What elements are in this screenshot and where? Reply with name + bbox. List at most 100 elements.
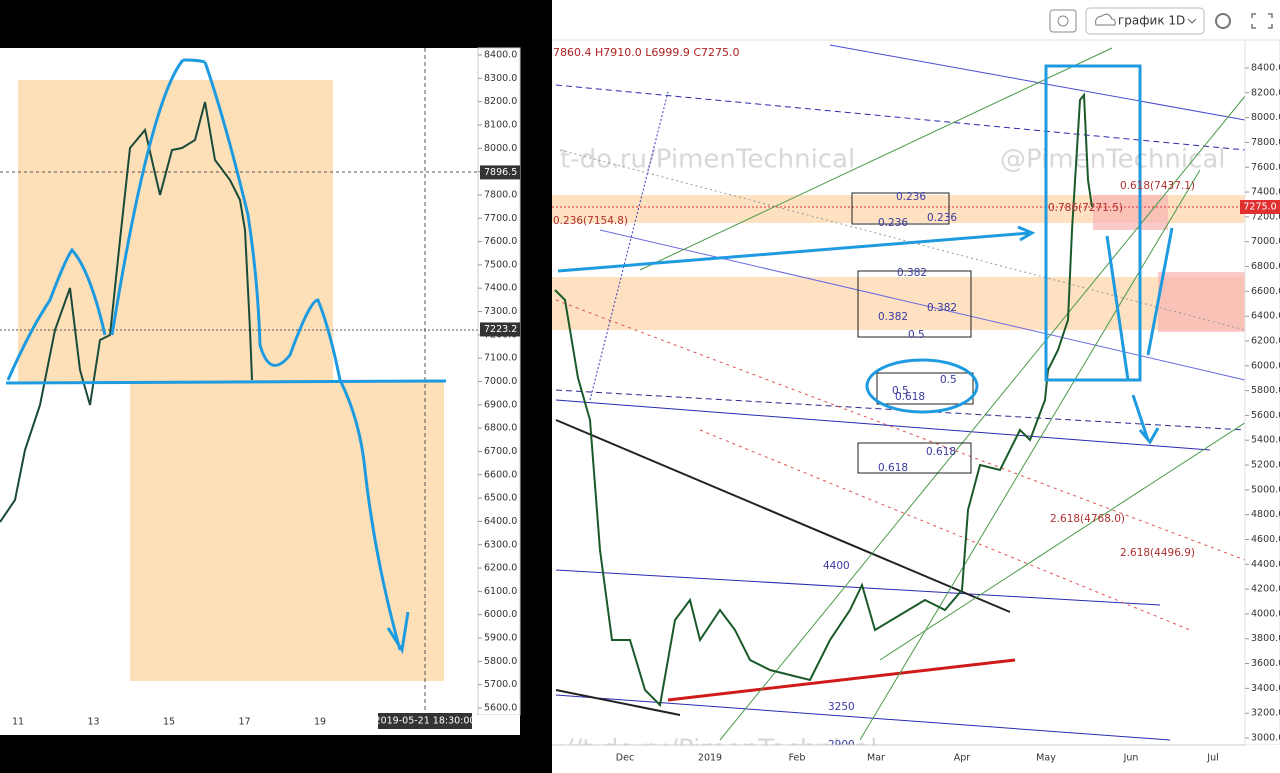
level-label: 4400: [823, 560, 850, 572]
price-label: 7200.0: [1251, 211, 1280, 222]
snapshot-button[interactable]: [1049, 9, 1077, 33]
fib-label: 0.382: [897, 267, 927, 279]
price-label: 7000.0: [484, 376, 517, 387]
level-label: 3250: [828, 701, 855, 713]
watermark: t-do.ru/PimenTechnical: [560, 145, 855, 175]
fib-label: 0.5: [940, 374, 957, 386]
price-label: 6400.0: [1251, 311, 1280, 322]
fib-label: 0.236: [896, 191, 926, 203]
price-label: 8200.0: [484, 96, 517, 107]
price-tag-label: 7223.2: [484, 324, 517, 335]
date-label: Apr: [954, 753, 971, 764]
price-label: 5000.0: [1251, 484, 1280, 495]
price-label: 4200.0: [1251, 584, 1280, 595]
price-label: 6600.0: [484, 469, 517, 480]
price-label: 8400.0: [1251, 63, 1280, 74]
price-label: 6600.0: [1251, 286, 1280, 297]
price-label: 7600.0: [1251, 162, 1280, 173]
price-tag: [480, 322, 520, 337]
settings-button[interactable]: [1215, 13, 1231, 29]
price-label: 6200.0: [484, 563, 517, 574]
price-label: 5800.0: [1251, 385, 1280, 396]
price-label: 5600.0: [1251, 410, 1280, 421]
price-label: 8300.0: [484, 73, 517, 84]
price-label: 5900.0: [484, 633, 517, 644]
price-label: 8000.0: [1251, 112, 1280, 123]
price-label: 4800.0: [1251, 509, 1280, 520]
price-label: 3200.0: [1251, 708, 1280, 719]
fullscreen-button[interactable]: [1251, 13, 1273, 29]
price-label: 4600.0: [1251, 534, 1280, 545]
date-label: 13: [87, 717, 99, 728]
fib-label: 0.5: [908, 329, 925, 341]
fib-label: 0.618: [895, 391, 925, 403]
price-label: 6800.0: [484, 423, 517, 434]
fib-label: 0.618: [926, 446, 956, 458]
watermark: @PimenTechnical: [1000, 145, 1226, 175]
price-label: 5700.0: [484, 679, 517, 690]
fib-label: 0.236: [927, 212, 957, 224]
price-label: 5200.0: [1251, 460, 1280, 471]
price-label: 7800.0: [484, 189, 517, 200]
price-label: 3000.0: [1251, 733, 1280, 744]
price-label: 7100.0: [484, 353, 517, 364]
price-label: 6800.0: [1251, 261, 1280, 272]
price-label: 6000.0: [484, 609, 517, 620]
price-label: 6400.0: [484, 516, 517, 527]
price-label: 7800.0: [1251, 137, 1280, 148]
price-label: 6000.0: [1251, 360, 1280, 371]
price-label: 7700.0: [484, 213, 517, 224]
price-label: 7000.0: [1251, 236, 1280, 247]
left-chart: 8400.08300.08200.08100.08000.07900.07800…: [0, 47, 521, 735]
price-label: 7400.0: [484, 283, 517, 294]
price-label: 7600.0: [484, 236, 517, 247]
price-label: 8000.0: [484, 143, 517, 154]
date-label: May: [1036, 753, 1056, 764]
price-label: 8100.0: [484, 119, 517, 130]
interval-dropdown[interactable]: [1085, 7, 1205, 35]
interval: график 1D: [1118, 14, 1185, 28]
fib-label: 0.236: [878, 217, 908, 229]
level-labels: 0.618(7437.1) 0.786(7271.5) 0.236(7154.8…: [553, 180, 1195, 751]
date-label: Mar: [867, 753, 885, 764]
date-label: Jun: [1123, 753, 1139, 764]
price-label: 7400.0: [1251, 187, 1280, 198]
date-label: Jul: [1206, 753, 1218, 764]
price-label: 6700.0: [484, 446, 517, 457]
price-label: 5800.0: [484, 656, 517, 667]
fib-label: 0.382: [878, 311, 908, 323]
price-label: 3600.0: [1251, 658, 1280, 669]
price-label: 8200.0: [1251, 87, 1280, 98]
price-label: 3400.0: [1251, 683, 1280, 694]
price-label: 7500.0: [484, 259, 517, 270]
price-label: 4000.0: [1251, 608, 1280, 619]
date-label: Dec: [616, 753, 634, 764]
price-label: 4400.0: [1251, 559, 1280, 570]
price-label: 6300.0: [484, 539, 517, 550]
fib-label: 0.618: [878, 462, 908, 474]
crosshair-date: 2019-05-21 18:30:00: [375, 716, 476, 727]
level-label: 2.618(4496.9): [1120, 547, 1195, 559]
price-tag-label: 7896.5: [484, 167, 517, 178]
fib-label: 0.382: [927, 302, 957, 314]
level-label: 2.618(4768.0): [1050, 513, 1125, 525]
price-label: 8400.0: [484, 50, 517, 61]
date-label: 15: [163, 717, 175, 728]
date-label: Feb: [789, 753, 806, 764]
price-label: 6500.0: [484, 493, 517, 504]
ohlc: 7860.4 H7910.0 L6999.9 C7275.0: [553, 46, 740, 59]
price-label: 7300.0: [484, 306, 517, 317]
price-label: 3800.0: [1251, 633, 1280, 644]
fib-labels: 0.236 0.236 0.236 0.382 0.382 0.382 0.5 …: [878, 191, 957, 474]
price-label: 5400.0: [1251, 435, 1280, 446]
price-label: 6100.0: [484, 586, 517, 597]
price-tag: 7275.0: [1243, 202, 1276, 213]
date-label: 11: [12, 717, 24, 728]
price-tag: [480, 165, 520, 180]
price-label: 6900.0: [484, 399, 517, 410]
level-label: 0.618(7437.1): [1120, 180, 1195, 192]
right-chart: график 1D t-do.ru/PimenTechnical @PimenT…: [552, 0, 1280, 773]
date-label: 2019: [698, 753, 722, 764]
date-label: 17: [238, 717, 250, 728]
